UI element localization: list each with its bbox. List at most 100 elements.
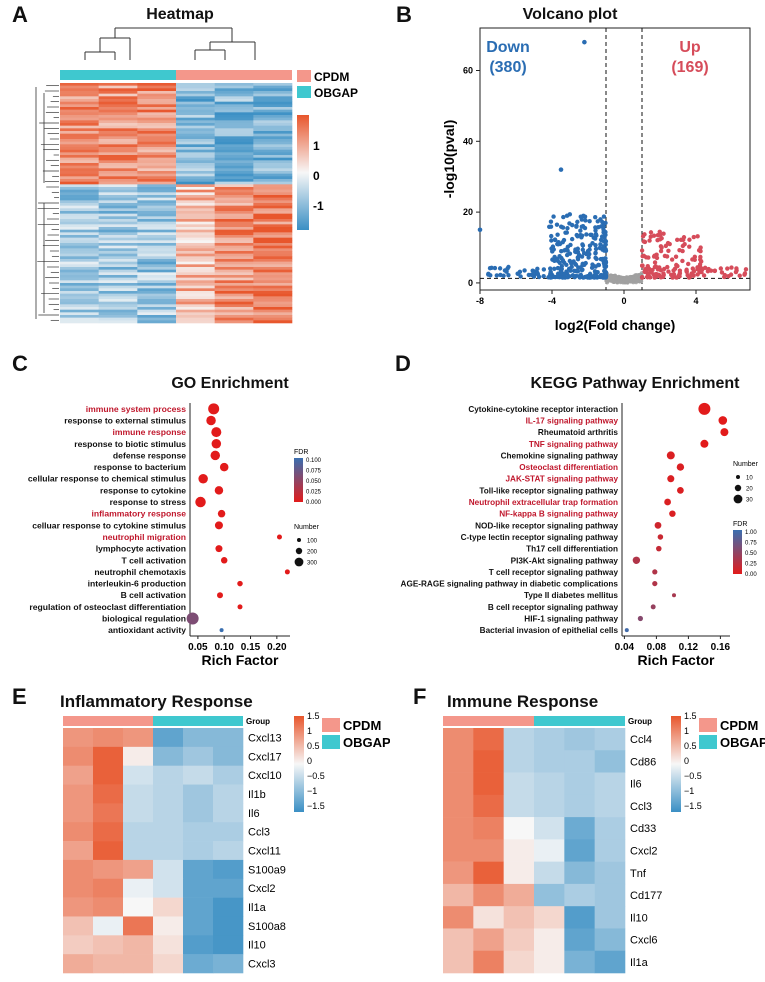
heatmap-cell [214,123,254,126]
heatmap-cell [503,883,535,907]
heatmap-cell [98,104,138,108]
heatmap-cell [98,203,138,206]
enrichment-dot [718,416,728,425]
heatmap-cell [594,728,626,751]
volcano-point-down [549,238,554,243]
gene-label: Il1a [248,902,267,914]
volcano-point-up [719,270,725,275]
heatmap-cell [176,147,215,150]
heatmap-cell [443,772,474,796]
heatmap-cell [473,950,504,974]
heatmap-cell [183,746,214,766]
heatmap-cell [60,155,99,158]
legend-swatch-obgap [297,86,311,98]
heatmap-cell [98,192,138,196]
heatmap-cell [98,173,138,177]
heatmap-cell [153,803,184,823]
heatmap-cell [98,253,138,257]
volcano-point-up [696,248,702,253]
heatmap-cell [176,85,215,89]
heatmap-cell [253,125,293,129]
enrichment-dot [217,592,223,599]
heatmap-cell [137,160,177,164]
heatmap-cell [123,859,154,880]
heatmap-cell [214,112,254,116]
heatmap-cell [176,155,215,158]
heatmap-cell [137,195,177,198]
term-label: regulation of osteoclast differentiation [29,602,186,612]
heatmap-cell [98,269,138,273]
heatmap-cell [137,165,177,169]
heatmap-cell [137,187,177,190]
x-tick-label: -4 [548,296,556,306]
heatmap-cell [176,208,215,212]
heatmap-cell [137,149,177,153]
volcano-point-down [569,236,575,242]
heatmap-cell [60,147,99,150]
heatmap-cell [214,211,254,214]
volcano-point-up [676,273,681,279]
volcano-point-up [669,257,675,262]
heatmap-cell [253,237,293,241]
enrichment-dot [650,604,656,610]
heatmap-cell [137,181,177,185]
size-legend-title: Number [294,524,320,531]
volcano-point-down [601,260,607,266]
enrichment-dot [676,463,685,471]
heatmap-cell [137,128,177,132]
heatmap-cell [214,275,254,278]
heatmap-cell [214,200,254,204]
volcano-point-down [492,265,498,271]
enrichment-dot [211,439,222,449]
heatmap-cell [534,750,565,773]
heatmap-cell [214,179,254,182]
heatmap-cell [253,165,293,169]
heatmap-cell [137,280,177,284]
heatmap-cell [253,203,293,206]
heatmap-cell [214,85,254,89]
volcano-point-down [602,268,607,274]
volcano-point-down [572,274,577,280]
volcano-point-down [599,272,604,278]
gene-label: Ccl4 [630,734,652,746]
x-axis-label: log2(Fold change) [555,317,676,333]
group-bar-cpdm [443,716,534,726]
heatmap-cell [214,240,254,244]
heatmap-cell [98,301,138,305]
heatmap-cell [98,317,138,321]
heatmap-cell [253,288,293,292]
heatmap-cell [93,803,124,823]
volcano-point-down [573,249,579,255]
heatmap-cell [214,299,254,302]
heatmap-cell [176,285,215,289]
gene-label: Il10 [248,940,266,952]
heatmap-cell [60,267,99,270]
heatmap-cell [176,307,215,310]
heatmap-cell [176,128,215,132]
heatmap-cell [534,794,565,818]
heatmap-cell [153,878,184,898]
heatmap-cell [214,141,254,145]
x-axis-label: Rich Factor [637,652,715,668]
heatmap-cell [443,906,474,929]
heatmap-cell [137,315,177,318]
heatmap-cell [176,104,215,108]
heatmap-cell [214,195,254,198]
heatmap-cell [176,304,215,308]
heatmap-cell [137,235,177,238]
fdr-legend-bar [294,458,303,502]
heatmap-cell [176,144,215,148]
heatmap-cell [253,139,293,142]
term-label: response to stress [110,497,187,507]
heatmap-cell [473,772,504,796]
volcano-point-up [639,248,645,253]
heatmap-cell [93,746,124,766]
heatmap-cell [213,784,244,804]
heatmap-cell [60,96,99,100]
volcano-point-down [559,224,564,229]
heatmap-cell [60,224,99,228]
heatmap-cell [137,272,177,276]
fdr-legend-bar [733,530,742,574]
heatmap-cell [176,203,215,206]
heatmap-cell [98,259,138,262]
